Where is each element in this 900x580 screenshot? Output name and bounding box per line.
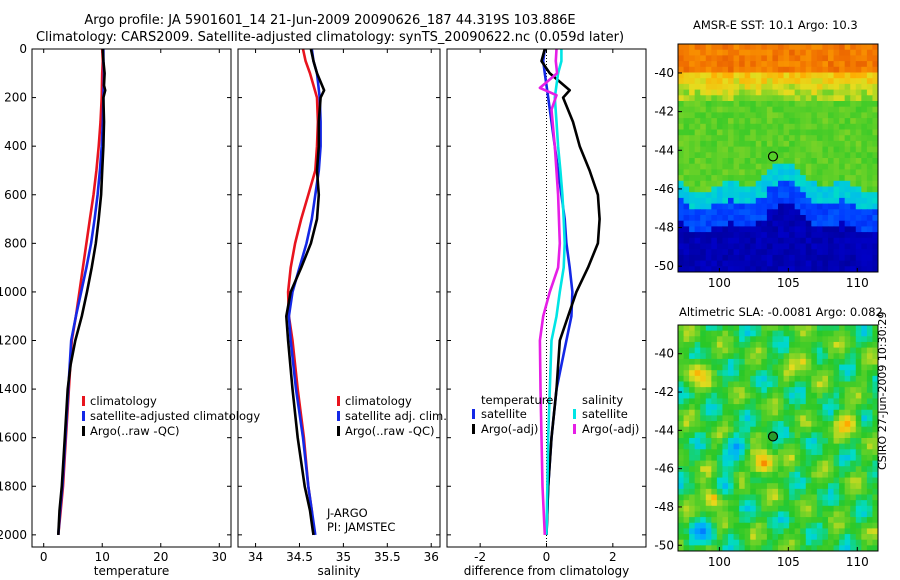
map-y-tick-label: -50	[654, 259, 674, 273]
y-tick-label: 600	[4, 188, 27, 202]
legend-header: temperature	[481, 393, 553, 407]
profile-panel-1: 0 10 20 30 temperature 0 200 400 600 800 1000 1200 1…	[0, 42, 260, 578]
legend-label: Argo(..raw -QC)	[345, 424, 435, 438]
x-tick-label: 35.5	[374, 550, 401, 564]
x-tick-label: 10	[95, 550, 110, 564]
map-y-tick-label: -46	[654, 182, 674, 196]
map-x-tick-label: 100	[708, 276, 731, 290]
legend-label: Argo(-adj)	[481, 422, 538, 436]
legend-label: satellite	[481, 407, 527, 421]
argo-position-marker	[767, 151, 779, 162]
map-y-tick-label: -50	[654, 538, 674, 552]
x-tick-label: 2	[609, 550, 617, 564]
map-y-tick-label: -44	[654, 423, 674, 437]
x-tick-label: 0	[543, 550, 551, 564]
legend-label: satellite-adjusted climatology	[90, 409, 260, 423]
legend-swatch	[337, 411, 340, 421]
map-y-tick-label: -46	[654, 462, 674, 476]
x-tick-label: 35	[336, 550, 351, 564]
y-tick-label: 400	[4, 139, 27, 153]
legend-swatch	[82, 411, 85, 421]
y-tick-label: 1400	[0, 382, 27, 396]
y-tick-label: 2000	[0, 528, 27, 542]
x-axis-label: temperature	[94, 564, 169, 578]
legend-label: Argo(..raw -QC)	[90, 424, 180, 438]
sst-map-axes: 100 105 110 -40 -42 -44 -46 -48 -50	[654, 43, 879, 290]
y-tick-label: 0	[19, 42, 27, 56]
series-line-4	[538, 48, 562, 535]
y-tick-label: 200	[4, 91, 27, 105]
series-line-3	[57, 48, 107, 535]
sla-map-title: Altimetric SLA: -0.0081 Argo: 0.082	[679, 305, 883, 319]
x-tick-label: 36	[424, 550, 439, 564]
legend-swatch	[573, 424, 576, 434]
legend-swatch	[472, 409, 475, 419]
y-tick-label: 1600	[0, 431, 27, 445]
legend-swatch	[337, 396, 340, 406]
legend-label: satellite	[582, 407, 628, 421]
legend-swatch	[82, 396, 85, 406]
legend-label: climatology	[90, 394, 157, 408]
legend-swatch	[472, 424, 475, 434]
x-axis-label: difference from climatology	[464, 564, 630, 578]
series-line-3	[545, 49, 567, 535]
x-tick-label: 34.5	[286, 550, 313, 564]
sla-map-axes: 100 105 110 -40 -42 -44 -46 -48 -50	[654, 324, 879, 569]
x-tick-label: -2	[474, 550, 486, 564]
figure-title-line1: Argo profile: JA 5901601_14 21-Jun-2009 …	[84, 13, 576, 28]
map-x-tick-label: 105	[777, 276, 800, 290]
x-tick-label: 0	[40, 550, 48, 564]
map-x-tick-label: 110	[846, 276, 869, 290]
legend-swatch	[337, 426, 340, 436]
legend-label: satellite adj. clim.	[345, 409, 447, 423]
y-tick-label: 1200	[0, 334, 27, 348]
map-x-tick-label: 105	[777, 555, 800, 569]
figure-title-line2: Climatology: CARS2009. Satellite-adjuste…	[35, 30, 625, 45]
y-tick-label: 800	[4, 236, 27, 250]
legend-swatch	[82, 426, 85, 436]
x-tick-label: 30	[212, 550, 227, 564]
y-tick-label: 1800	[0, 479, 27, 493]
annotation-label: J-ARGO	[326, 506, 368, 520]
axes-frame	[237, 48, 441, 548]
legend-label: Argo(-adj)	[582, 422, 639, 436]
map-y-tick-label: -48	[654, 221, 674, 235]
x-tick-label: 20	[153, 550, 168, 564]
map-y-tick-label: -44	[654, 143, 674, 157]
map-frame	[677, 43, 879, 273]
legend-header: salinity	[582, 393, 623, 407]
x-tick-label: 34	[248, 550, 263, 564]
y-tick-label: 1000	[0, 285, 27, 299]
profile-panel-2: 34 34.5 35 35.5 36 salinity climatologysatelli…	[237, 48, 447, 578]
series-line-2	[57, 49, 106, 535]
annotation-label: PI: JAMSTEC	[327, 520, 395, 534]
map-y-tick-label: -42	[654, 105, 674, 119]
sla-map	[678, 325, 878, 551]
sst-map	[678, 44, 878, 272]
map-y-tick-label: -40	[654, 347, 674, 361]
map-y-tick-label: -40	[654, 66, 674, 80]
map-y-tick-label: -48	[654, 500, 674, 514]
legend-label: climatology	[345, 394, 412, 408]
map-x-tick-label: 100	[708, 555, 731, 569]
map-frame	[677, 324, 879, 552]
x-axis-label: salinity	[317, 564, 360, 578]
sst-map-title: AMSR-E SST: 10.1 Argo: 10.3	[693, 18, 858, 32]
series-line-2	[540, 48, 601, 535]
legend-swatch	[573, 409, 576, 419]
map-x-tick-label: 110	[846, 555, 869, 569]
argo-position-marker	[767, 431, 779, 442]
map-y-tick-label: -42	[654, 385, 674, 399]
series-line-3	[284, 48, 326, 536]
axes-frame	[31, 48, 232, 548]
series-line-2	[287, 48, 322, 536]
